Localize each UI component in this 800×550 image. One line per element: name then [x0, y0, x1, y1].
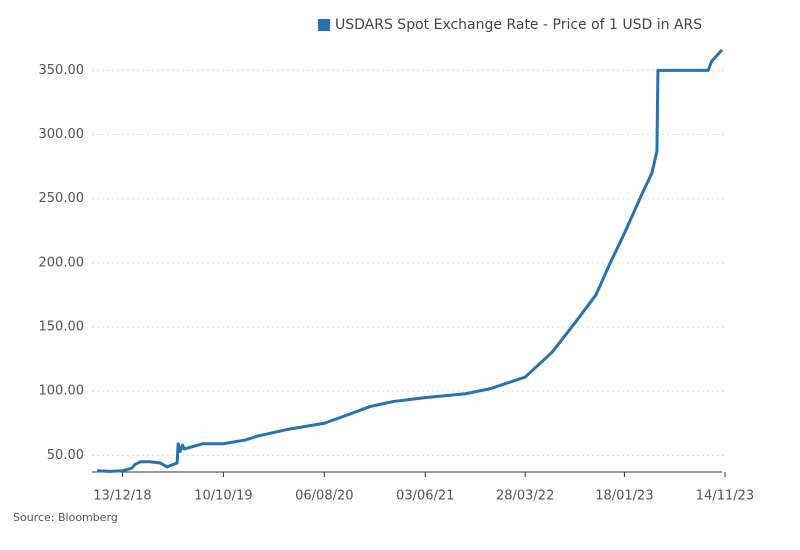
y-tick-label: 100.00: [39, 384, 85, 399]
legend-swatch: [318, 19, 330, 31]
series-line: [96, 48, 724, 473]
y-tick-label: 200.00: [39, 255, 85, 270]
x-tick-label: 18/01/23: [595, 489, 653, 504]
source-note: Source: Bloomberg: [13, 511, 118, 524]
x-tick-label: 03/06/21: [396, 489, 454, 504]
y-tick-label: 250.00: [39, 191, 85, 206]
legend-label: USDARS Spot Exchange Rate - Price of 1 U…: [335, 17, 702, 33]
x-tick-label: 10/10/19: [194, 489, 252, 504]
y-tick-label: 350.00: [39, 63, 85, 78]
y-tick-label: 150.00: [39, 320, 85, 335]
x-tick-label: 06/08/20: [295, 489, 353, 504]
x-tick-label: 14/11/23: [696, 489, 754, 504]
y-tick-label: 300.00: [39, 127, 85, 142]
y-tick-label: 50.00: [47, 448, 84, 463]
x-tick-label: 13/12/18: [93, 489, 151, 504]
x-tick-label: 28/03/22: [496, 489, 554, 504]
